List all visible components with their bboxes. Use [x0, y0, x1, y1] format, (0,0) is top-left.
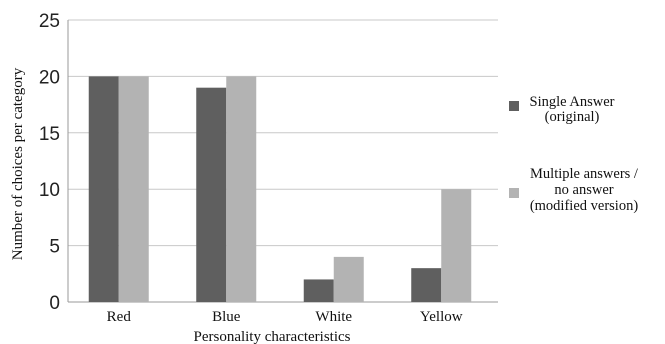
legend-label: Single Answer (original) [530, 94, 615, 125]
legend-marker [509, 101, 519, 111]
bar [88, 76, 119, 303]
legend: Single Answer (original) Multiple answers … [509, 94, 639, 214]
bar [196, 87, 227, 303]
y-tick-label: 15 [39, 124, 60, 145]
y-tick-label: 25 [39, 11, 60, 32]
legend-marker [509, 188, 519, 198]
y-tick-label: 10 [39, 180, 60, 201]
x-tick-label: Yellow [420, 309, 463, 325]
bar [411, 268, 442, 302]
x-axis-title: Personality characteristics [193, 329, 350, 344]
y-tick-labels: 0 5 10 15 20 25 [39, 11, 60, 314]
y-tick-label: 20 [39, 67, 60, 88]
legend-label: Multiple answers / no answer (modified ver… [530, 166, 639, 214]
y-axis-title: Number of choices per category [10, 67, 26, 260]
y-tick-label: 5 [49, 237, 60, 258]
x-tick-label: White [315, 309, 352, 325]
bar [118, 76, 149, 303]
bar [333, 256, 364, 302]
x-tick-label: Blue [212, 309, 241, 325]
x-tick-label: Red [107, 309, 132, 325]
x-tick-labels: Red Blue White Yellow [107, 309, 463, 325]
y-tick-label: 0 [49, 293, 60, 314]
bar [303, 279, 334, 302]
bar [226, 76, 257, 303]
bars [88, 76, 472, 303]
bar [441, 189, 472, 302]
